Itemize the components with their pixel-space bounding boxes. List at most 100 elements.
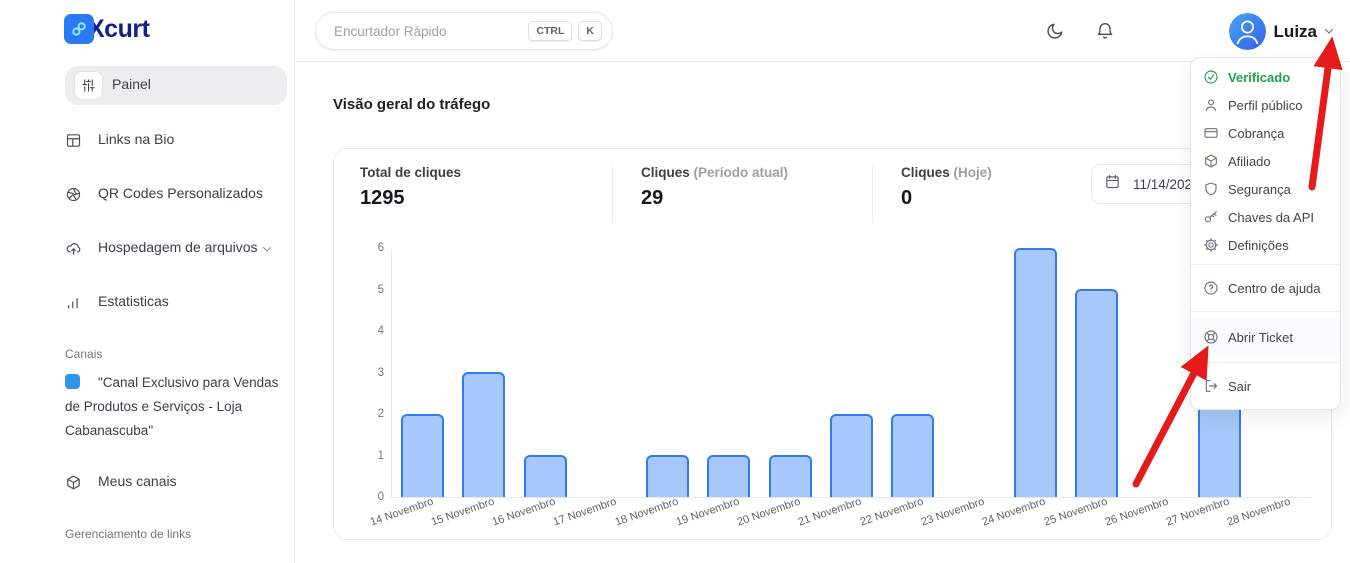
chart-x-label: 20 Novembro [735, 495, 803, 529]
sidebar-nav: Painel Links na Bio QR Codes Personaliz [0, 66, 295, 563]
stat-value: 0 [901, 187, 913, 209]
chart-bar-slot: 16 Novembro [491, 249, 576, 528]
menu-item-afiliado[interactable]: Afiliado [1191, 147, 1340, 175]
chart-x-label: 16 Novembro [490, 495, 558, 529]
sidebar-item-label: Hospedagem de arquivos [98, 239, 258, 255]
user-menu-trigger[interactable]: Luiza [1228, 13, 1335, 50]
gear-icon [1203, 237, 1219, 253]
sidebar-item-links-na-bio[interactable]: Links na Bio [65, 119, 287, 159]
chart-bar[interactable] [829, 414, 873, 497]
menu-item-label: Chaves da API [1228, 209, 1314, 225]
chart-bar-slot: 23 Novembro [920, 249, 1004, 529]
sidebar-item-painel[interactable]: Painel [65, 66, 287, 105]
sidebar-item-hospedagem[interactable]: Hospedagem de arquivos [65, 227, 287, 267]
chart-x-label: 22 Novembro [858, 495, 925, 529]
menu-item-chaves-da-api[interactable]: Chaves da API [1191, 203, 1340, 231]
chart-bar[interactable] [891, 414, 935, 497]
sidebar-item-qr-codes[interactable]: QR Codes Personalizados [65, 173, 275, 213]
sidebar-item-label: Meus canais [98, 473, 177, 489]
logout-icon [1203, 378, 1219, 394]
menu-divider [1191, 264, 1340, 265]
chart-y-tick: 2 [377, 408, 384, 420]
menu-item-verificado[interactable]: Verificado [1191, 63, 1340, 91]
notifications-bell-icon[interactable] [1095, 21, 1115, 46]
logo-link-icon [64, 14, 94, 44]
username: Luiza [1273, 21, 1317, 41]
chart-x-label: 15 Novembro [429, 495, 496, 529]
user-menu-chevron-icon[interactable] [1323, 24, 1335, 42]
chart-x-label: 18 Novembro [613, 495, 680, 529]
chart-bar-slot: 22 Novembro [858, 249, 943, 528]
sidebar-item-meus-canais[interactable]: Meus canais [65, 461, 287, 501]
menu-item-sair[interactable]: Sair [1191, 368, 1340, 404]
menu-divider [1191, 311, 1340, 312]
chart-bar[interactable] [462, 372, 506, 497]
menu-item-label: Segurança [1228, 181, 1291, 197]
chart-bar[interactable] [707, 455, 751, 497]
menu-item-seguranca[interactable]: Segurança [1191, 175, 1340, 203]
menu-item-centro-de-ajuda[interactable]: Centro de ajuda [1191, 270, 1340, 306]
chart-bar-slot: 18 Novembro [613, 249, 698, 528]
lifebuoy-icon [1203, 329, 1219, 345]
user-dropdown-menu: Verificado Perfil público Cobrança Afili… [1190, 57, 1341, 410]
menu-item-label: Centro de ajuda [1228, 280, 1321, 296]
chart-y-tick: 5 [377, 283, 384, 296]
chart-x-label: 17 Novembro [552, 495, 619, 529]
menu-item-label: Perfil público [1228, 97, 1303, 113]
sidebar-item-label: QR Codes Personalizados [98, 185, 263, 201]
search-input[interactable]: Encurtador Rápido CTRL K [315, 12, 613, 50]
menu-item-definicoes[interactable]: Definições [1191, 231, 1340, 259]
sliders-icon [75, 72, 102, 99]
channel-label: "Canal Exclusivo para Vendas de Produtos… [65, 375, 279, 438]
check-circle-icon [1203, 69, 1219, 85]
chart-bar[interactable] [523, 455, 567, 497]
sidebar-item-estatisticas[interactable]: Estatisticas [65, 281, 287, 321]
chart-bar[interactable] [768, 455, 812, 497]
user-icon [1203, 97, 1219, 113]
credit-card-icon [1203, 125, 1219, 141]
logo-text: Xcurt [88, 14, 150, 43]
kbd-ctrl: CTRL [528, 21, 573, 41]
chart-bar-slot: 21 Novembro [797, 249, 882, 528]
package-icon [65, 474, 82, 491]
key-icon [1203, 209, 1219, 225]
chart-bar[interactable] [646, 455, 690, 497]
sidebar-item-channel[interactable]: "Canal Exclusivo para Vendas de Produtos… [65, 371, 290, 443]
chart-x-label: 25 Novembro [1042, 495, 1109, 529]
menu-item-abrir-ticket[interactable]: Abrir Ticket [1191, 317, 1340, 357]
menu-item-label: Verificado [1228, 69, 1291, 85]
shield-icon [1203, 181, 1219, 197]
chevron-down-icon[interactable] [261, 239, 273, 261]
sidebar-item-label: Estatisticas [98, 293, 169, 309]
bar-chart-icon [65, 294, 82, 311]
chart-bar-slot: 19 Novembro [675, 249, 759, 528]
stat-clicks-period: Cliques (Período atual) 29 [612, 165, 788, 223]
menu-item-perfil-publico[interactable]: Perfil público [1191, 91, 1340, 119]
sidebar-item-links[interactable]: Links [65, 551, 287, 563]
chart-bar[interactable] [401, 414, 445, 497]
kbd-k: K [578, 21, 602, 41]
chart-y-tick: 6 [377, 242, 384, 254]
avatar [1228, 13, 1266, 50]
chart-x-label: 21 Novembro [797, 495, 864, 529]
sidebar-section-gerenciamento: Gerenciamento de links [65, 527, 192, 541]
chart-y-tick: 1 [377, 449, 384, 462]
chart-bar-slot: 14 Novembro [368, 249, 453, 528]
chart-bar[interactable] [1013, 248, 1057, 497]
chart-bar[interactable] [1075, 289, 1119, 497]
dark-mode-moon-icon[interactable] [1045, 21, 1065, 46]
menu-item-cobranca[interactable]: Cobrança [1191, 119, 1340, 147]
menu-item-label: Abrir Ticket [1228, 329, 1294, 345]
chart-x-label: 26 Novembro [1103, 495, 1170, 529]
chart-x-label: 27 Novembro [1164, 495, 1232, 529]
stat-label: Total de cliques [360, 165, 462, 180]
sidebar-item-label: Links na Bio [98, 131, 175, 147]
package-icon [1203, 153, 1219, 169]
clicks-bar-chart: 14 Novembro 15 Novembro 16 Novembro 17 Nove… [368, 248, 1311, 529]
logo[interactable]: Xcurt [64, 14, 150, 44]
page-title: Visão geral do tráfego [333, 96, 491, 113]
stat-total-clicks: Total de cliques 1295 [360, 165, 461, 223]
channel-color-icon [65, 374, 80, 389]
chart-bar-slot: 15 Novembro [430, 249, 514, 528]
